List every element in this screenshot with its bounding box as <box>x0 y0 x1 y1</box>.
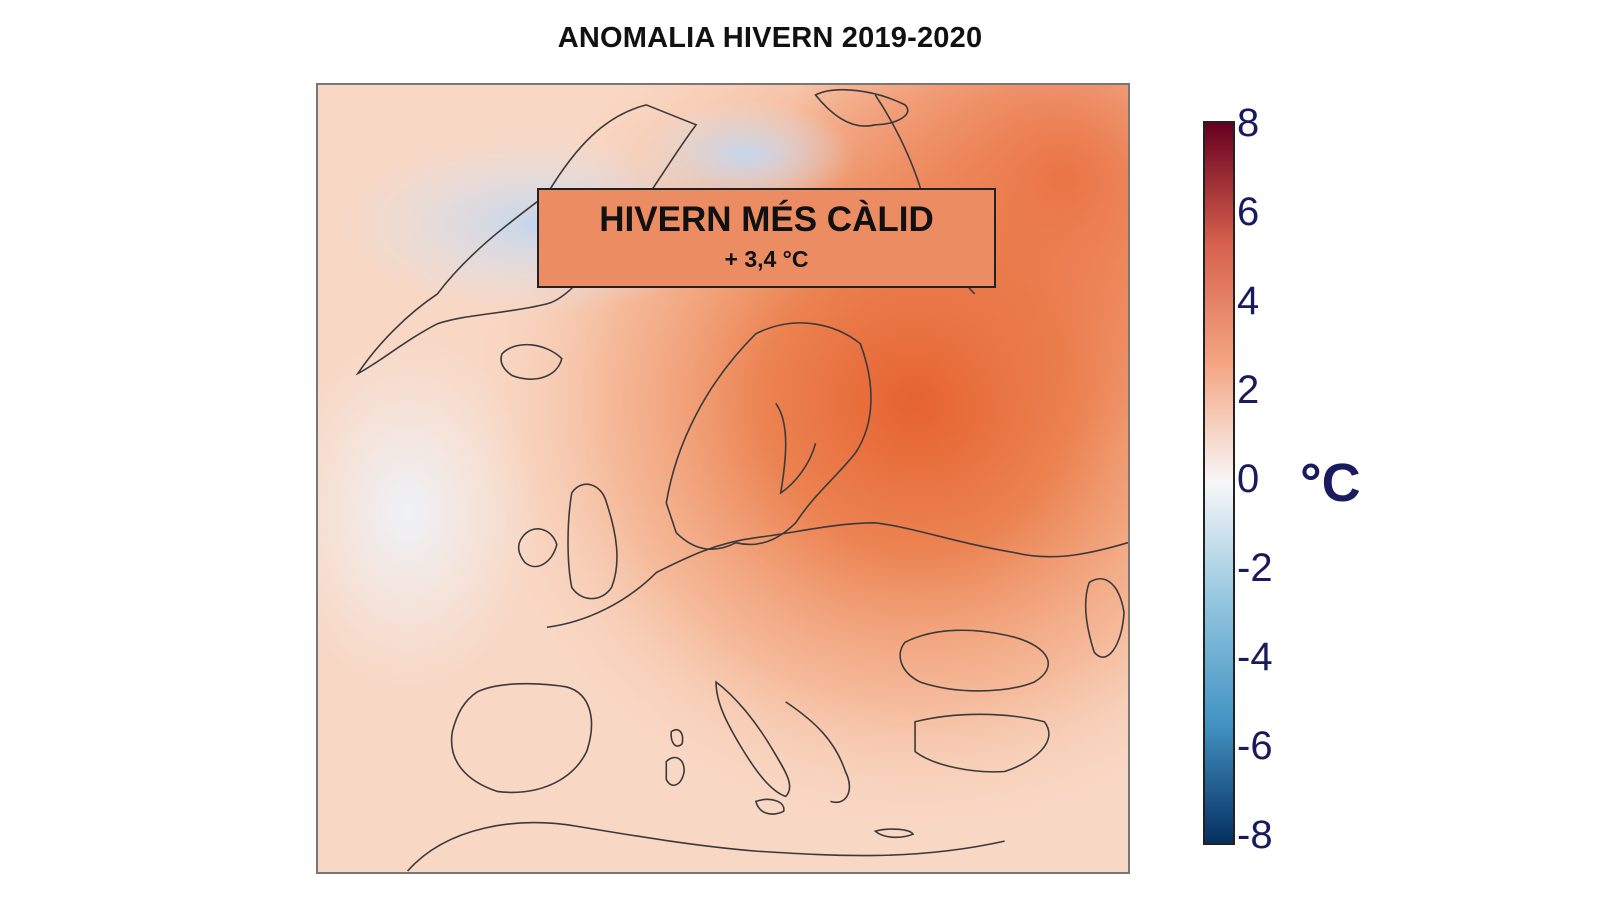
colorbar-tick-0: 0 <box>1237 457 1260 501</box>
great-britain-coast <box>567 483 618 600</box>
colorbar-tick-neg8: -8 <box>1237 813 1273 857</box>
headline-text: HIVERN MÉS CÀLID <box>599 200 934 239</box>
colorbar <box>1203 121 1235 845</box>
colorbar-tick-6: 6 <box>1237 190 1260 234</box>
north-africa-coast <box>406 821 1005 872</box>
corsica-coast <box>670 729 684 747</box>
colorbar-tick-neg6: -6 <box>1237 724 1273 768</box>
continental-coast <box>546 521 1128 629</box>
iceland-coast <box>500 343 563 380</box>
sardinia-coast <box>665 756 685 787</box>
colorbar-tick-neg2: -2 <box>1237 546 1273 590</box>
atlantic-neutral-anomaly <box>318 333 537 692</box>
sicily-coast <box>754 798 785 815</box>
scandinavia-coast <box>665 322 872 550</box>
crete-coast <box>873 828 915 839</box>
arctic-island-coast <box>814 89 909 127</box>
italy-coast <box>715 680 791 798</box>
headline-box: HIVERN MÉS CÀLID + 3,4 °C <box>537 188 996 288</box>
colorbar-unit: °C <box>1300 453 1361 513</box>
colorbar-tick-8: 8 <box>1237 101 1260 145</box>
colorbar-tick-4: 4 <box>1237 279 1260 323</box>
black-sea-coast <box>899 629 1050 692</box>
anatolia-coast <box>914 713 1050 773</box>
arctic-cold-anomaly <box>636 99 856 210</box>
greenland-coast <box>355 104 698 376</box>
iberia-coast <box>450 682 593 794</box>
figure-title: ANOMALIA HIVERN 2019-2020 <box>557 22 983 54</box>
colorbar-tick-2: 2 <box>1237 368 1260 412</box>
ireland-coast <box>517 528 558 568</box>
baltic-coast <box>775 402 817 495</box>
caspian-coast <box>1084 577 1125 658</box>
balkans-coast <box>785 701 851 804</box>
anomaly-value: + 3,4 °C <box>724 246 809 272</box>
colorbar-tick-neg4: -4 <box>1237 635 1273 679</box>
